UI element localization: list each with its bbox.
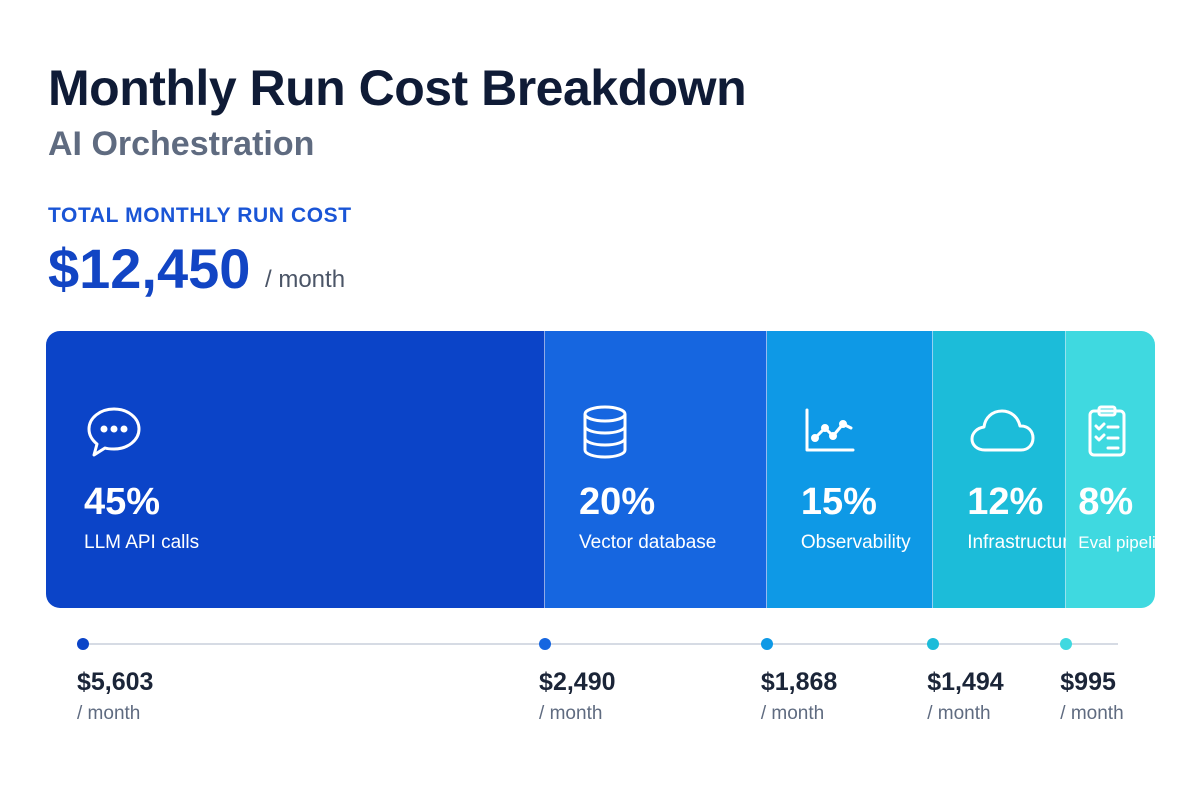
bar-segment: 45% LLM API calls [46, 331, 546, 608]
amount-marker-dot [77, 638, 89, 650]
segment-percent-label: 12% [967, 481, 1044, 523]
segment-amount-unit: / month [77, 703, 141, 724]
cloud-icon [967, 404, 1035, 460]
segment-amount-value: $995 [1060, 668, 1116, 696]
line-chart-icon [801, 404, 861, 460]
segment-amount-unit: / month [760, 703, 825, 724]
clipboard-checklist-icon [1078, 404, 1138, 460]
amount-axis-line [88, 643, 1118, 645]
amount-marker-dot [1060, 638, 1073, 650]
amount-marker-dot [927, 638, 940, 650]
bar-segment: 12% Infrastructure [933, 331, 1079, 608]
total-cost-label: TOTAL MONTHLY RUN COST [48, 204, 352, 227]
segment-percent-label: 45% [84, 481, 161, 523]
segment-amount-unit: / month [539, 703, 603, 724]
database-icon [579, 404, 639, 460]
segment-amount-unit: / month [1060, 703, 1124, 724]
page-subtitle: AI Orchestration [48, 125, 315, 163]
segment-amount-value: $1,868 [760, 668, 838, 696]
bar-segment: 20% Vector database [545, 331, 767, 608]
page-title: Monthly Run Cost Breakdown [48, 60, 747, 116]
bar-segment: 8% Eval pipeline [1066, 331, 1155, 608]
segment-amount-value: $2,490 [539, 668, 616, 696]
segment-amount-unit: / month [927, 703, 991, 724]
bar-segment: 15% Observability [766, 331, 934, 608]
segment-amount-value: $5,603 [77, 668, 154, 696]
amount-marker-dot [760, 638, 773, 650]
total-cost-value: $12,450 [48, 237, 251, 300]
segment-amount-value: $1,494 [927, 668, 1004, 696]
amount-marker-dot [539, 638, 552, 650]
stacked-cost-bar: 45% LLM API calls 20% Vector database 15% Obs… [46, 331, 1155, 608]
segment-category-label: Vector database [579, 532, 717, 553]
segment-category-label: Infrastructure [967, 532, 1080, 553]
segment-category-label: Eval pipeline [1078, 533, 1155, 552]
total-cost-unit: / month [265, 266, 346, 293]
segment-category-label: Observability [800, 532, 911, 553]
segment-percent-label: 20% [579, 481, 656, 523]
chat-bubble-icon [84, 404, 144, 460]
segment-percent-label: 15% [800, 481, 877, 523]
segment-percent-label: 8% [1078, 481, 1134, 523]
segment-category-label: LLM API calls [84, 532, 200, 553]
